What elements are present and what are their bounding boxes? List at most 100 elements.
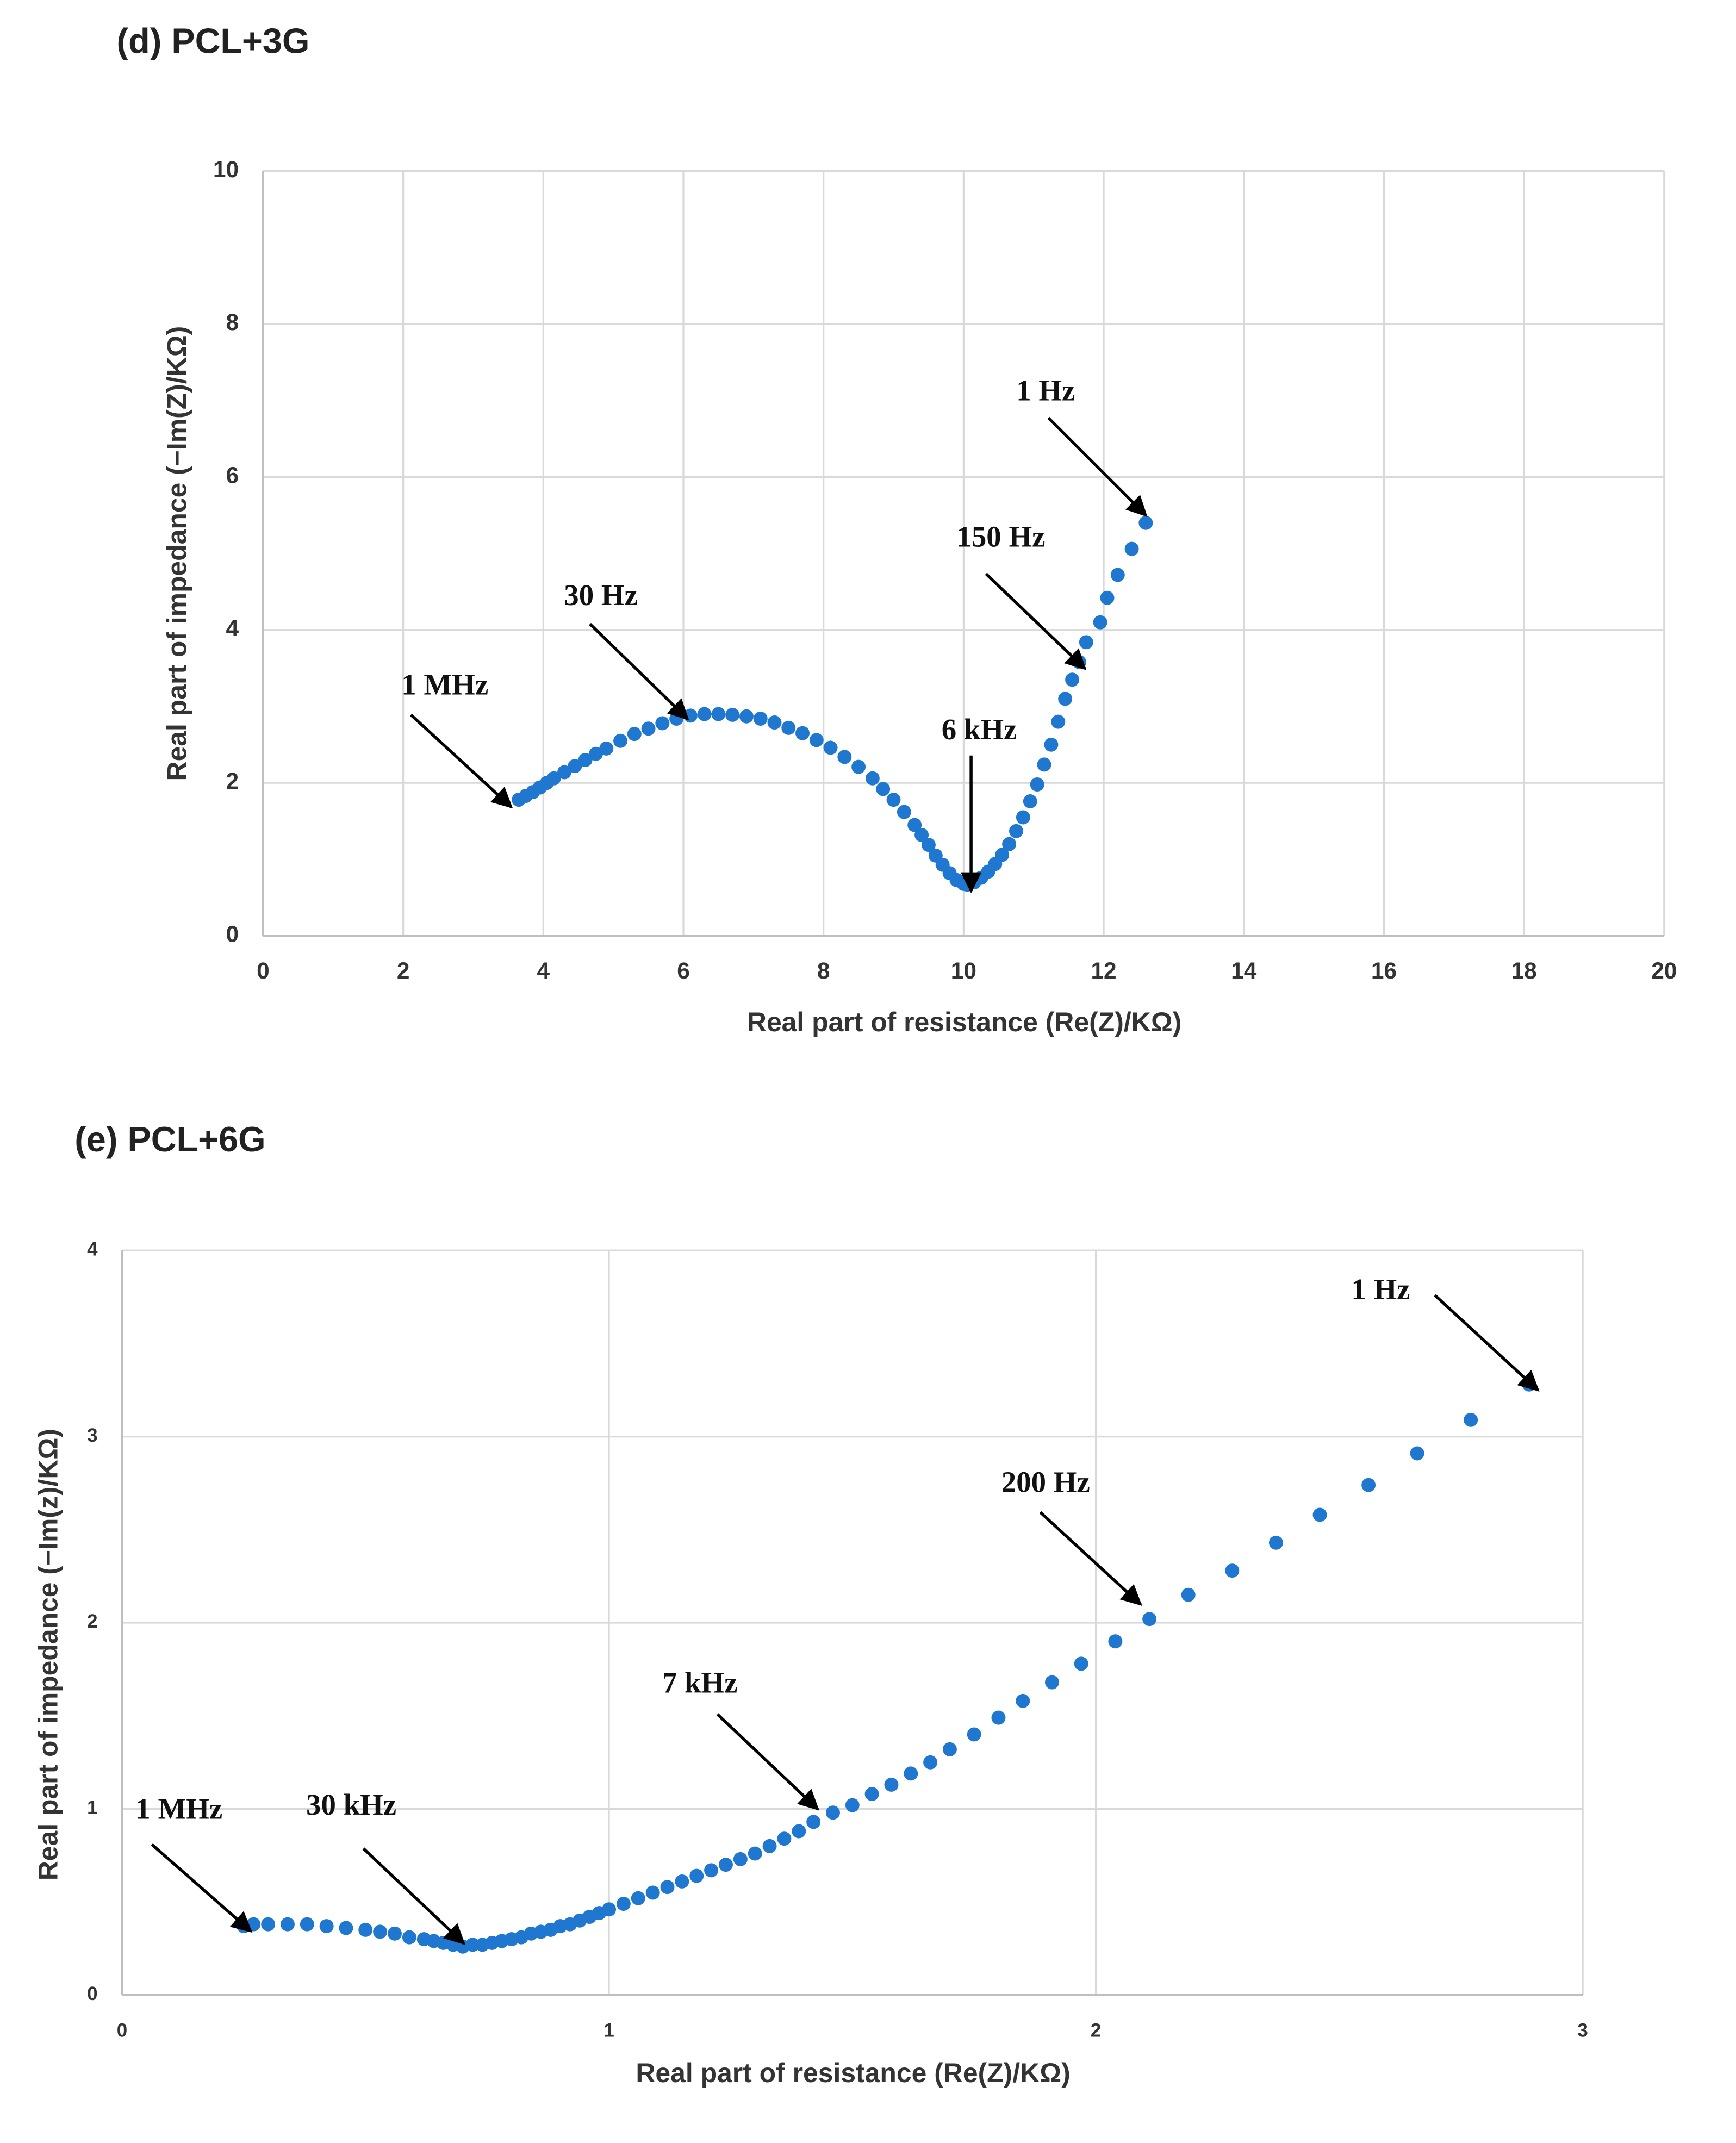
data-point bbox=[823, 740, 838, 755]
data-point bbox=[1009, 824, 1023, 838]
data-point bbox=[1142, 1612, 1157, 1627]
x-tick-label: 2 bbox=[1091, 2020, 1101, 2041]
data-point bbox=[809, 733, 824, 747]
x-tick-label: 10 bbox=[951, 958, 976, 983]
annotation: 1 MHz bbox=[135, 1792, 222, 1826]
data-point bbox=[923, 1755, 938, 1770]
annotation: 200 Hz bbox=[1001, 1465, 1090, 1498]
annotation: 30 kHz bbox=[306, 1788, 396, 1821]
y-tick-label: 2 bbox=[87, 1611, 97, 1632]
data-point bbox=[864, 1787, 879, 1801]
data-point bbox=[1002, 837, 1017, 851]
data-point bbox=[991, 1710, 1006, 1725]
data-point bbox=[995, 848, 1010, 862]
data-point bbox=[777, 1831, 792, 1846]
data-point bbox=[1312, 1507, 1327, 1522]
annotation: 1 Hz bbox=[1351, 1273, 1410, 1306]
data-point bbox=[806, 1815, 821, 1829]
data-point bbox=[557, 765, 571, 780]
x-tick-label: 8 bbox=[817, 958, 830, 983]
data-point bbox=[1361, 1478, 1376, 1492]
x-tick-label: 0 bbox=[117, 2020, 127, 2041]
data-point bbox=[1093, 615, 1107, 630]
x-tick-label: 1 bbox=[603, 2020, 614, 2041]
annotation-arrow bbox=[1039, 1511, 1142, 1606]
data-point bbox=[1268, 1535, 1283, 1550]
data-point bbox=[826, 1805, 840, 1820]
data-point bbox=[719, 1858, 733, 1872]
x-tick-label: 14 bbox=[1231, 958, 1257, 983]
data-point bbox=[781, 720, 796, 735]
data-point bbox=[599, 741, 614, 756]
data-point bbox=[795, 726, 810, 740]
annotation: 30 Hz bbox=[564, 578, 638, 612]
data-point bbox=[631, 1891, 645, 1905]
chart-title: (d) PCL+3G bbox=[117, 21, 310, 60]
data-point bbox=[886, 793, 901, 807]
data-point bbox=[897, 805, 911, 819]
data-point bbox=[711, 707, 726, 721]
data-point bbox=[388, 1926, 402, 1941]
data-point bbox=[851, 759, 866, 774]
annotation: 1 MHz bbox=[401, 668, 488, 701]
y-tick-label: 0 bbox=[87, 1983, 97, 2004]
annotation: 150 Hz bbox=[956, 520, 1045, 553]
y-axis-label: Real part of impedance (−Im(z)/KΩ) bbox=[33, 1429, 63, 1880]
x-tick-label: 2 bbox=[397, 958, 410, 983]
data-point bbox=[914, 827, 929, 842]
data-point bbox=[373, 1924, 388, 1939]
data-point bbox=[578, 752, 593, 767]
data-point bbox=[837, 750, 852, 764]
annotation: 7 kHz bbox=[662, 1666, 738, 1699]
data-point bbox=[358, 1922, 373, 1937]
data-point bbox=[588, 746, 603, 761]
x-axis-label: Real part of resistance (Re(Z)/KΩ) bbox=[747, 1007, 1181, 1037]
chart-title: (e) PCL+6G bbox=[74, 1119, 265, 1159]
annotation: 1 Hz bbox=[1016, 373, 1075, 407]
data-point bbox=[792, 1824, 806, 1839]
data-point bbox=[733, 1852, 748, 1866]
data-point bbox=[689, 1868, 704, 1883]
data-point bbox=[1100, 590, 1115, 605]
data-point bbox=[627, 727, 642, 742]
x-tick-label: 20 bbox=[1651, 958, 1677, 983]
y-tick-label: 4 bbox=[87, 1238, 98, 1260]
annotation: 6 kHz bbox=[942, 713, 1017, 746]
data-point bbox=[845, 1798, 860, 1812]
data-point bbox=[613, 733, 628, 748]
data-point bbox=[762, 1839, 777, 1853]
data-point bbox=[904, 1766, 918, 1781]
data-point bbox=[739, 709, 754, 724]
annotation-arrow bbox=[1434, 1294, 1540, 1392]
data-point bbox=[1181, 1587, 1196, 1602]
data-point bbox=[655, 716, 670, 731]
data-point bbox=[339, 1921, 353, 1935]
data-point bbox=[753, 712, 768, 726]
x-tick-label: 12 bbox=[1091, 958, 1116, 983]
data-point bbox=[319, 1919, 334, 1934]
y-tick-label: 4 bbox=[226, 615, 239, 641]
data-point bbox=[1023, 794, 1037, 808]
x-tick-label: 6 bbox=[677, 958, 690, 983]
x-tick-label: 18 bbox=[1511, 958, 1537, 983]
data-point bbox=[704, 1863, 719, 1878]
data-point bbox=[1138, 515, 1153, 530]
data-point bbox=[1045, 1675, 1059, 1690]
annotation-arrow bbox=[1047, 416, 1148, 517]
data-point bbox=[402, 1930, 416, 1945]
data-point bbox=[641, 721, 656, 736]
data-point bbox=[884, 1777, 899, 1792]
data-point bbox=[876, 782, 891, 796]
data-point bbox=[1464, 1412, 1478, 1427]
data-point bbox=[300, 1917, 314, 1932]
annotation-arrow bbox=[362, 1847, 465, 1945]
data-point bbox=[1074, 1656, 1088, 1671]
data-point bbox=[865, 771, 880, 786]
data-point bbox=[675, 1874, 689, 1889]
data-point bbox=[1124, 541, 1139, 556]
data-point bbox=[1051, 714, 1066, 729]
x-tick-label: 0 bbox=[257, 958, 270, 983]
y-tick-label: 1 bbox=[87, 1797, 97, 1818]
data-point bbox=[568, 759, 582, 774]
